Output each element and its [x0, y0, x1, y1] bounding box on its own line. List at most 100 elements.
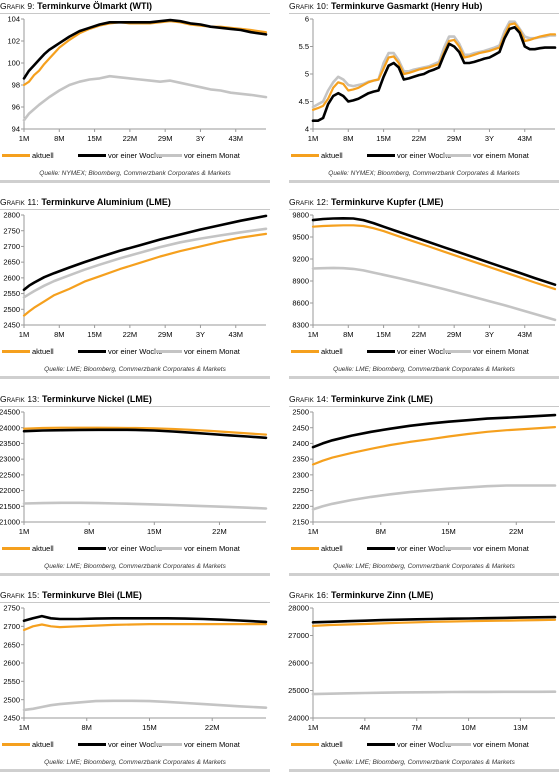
y-tick-label: 23500: [0, 439, 20, 448]
chart-title: Grafik 11: Terminkurve Aluminium (LME): [0, 196, 270, 210]
legend-swatch-vor-einem-monat: [154, 350, 182, 353]
x-tick-label: 3Y: [485, 134, 494, 143]
chart-svg: 2150 2200 2250 2300 2350 2400 2450 2500 1M 8M 15M 2…: [292, 408, 557, 536]
series-line-vor-einem-monat: [22, 74, 268, 122]
legend-swatch-vor-einem-monat: [154, 743, 182, 746]
source-note: Quelle: LME; Bloomberg, Commerzbank Corp…: [333, 759, 515, 766]
series-line-vor-einem-monat: [311, 484, 557, 511]
legend-swatch-vor-einer-woche: [367, 350, 395, 353]
series-line-vor-einer-woche: [22, 614, 268, 624]
legend-swatch-vor-einem-monat: [154, 547, 182, 550]
x-tick-label: 3Y: [196, 134, 205, 143]
y-tick-label: 102: [7, 37, 20, 46]
series-line-vor-einem-monat: [311, 20, 557, 109]
series-line-aktuell: [311, 425, 557, 466]
chart-title: Grafik 13: Terminkurve Nickel (LME): [0, 393, 270, 407]
y-tick-label: 2700: [3, 622, 20, 631]
series-line-aktuell: [22, 622, 268, 632]
y-tick-label: 2800: [3, 211, 20, 220]
y-tick-label: 4.5: [299, 97, 309, 106]
y-tick-label: 8900: [292, 277, 309, 286]
y-tick-label: 2450: [292, 423, 309, 432]
x-tick-label: 8M: [84, 527, 94, 536]
y-tick-label: 2500: [3, 695, 20, 704]
y-tick-label: 2600: [3, 659, 20, 668]
y-tick-label: 27000: [288, 631, 309, 640]
legend-swatch-vor-einem-monat: [443, 350, 471, 353]
x-tick-label: 15M: [87, 330, 102, 339]
x-tick-label: 1M: [19, 723, 29, 732]
series-line-aktuell: [22, 20, 268, 87]
legend-swatch-vor-einer-woche: [78, 154, 106, 157]
y-tick-label: 96: [12, 103, 20, 112]
y-tick-label: 2500: [3, 305, 20, 314]
y-tick-label: 8300: [292, 321, 309, 330]
y-tick-label: 24000: [288, 714, 309, 723]
legend-swatch-aktuell: [2, 350, 30, 353]
series-line-vor-einer-woche: [311, 216, 557, 286]
y-tick-label: 2200: [292, 502, 309, 511]
legend-swatch-vor-einer-woche: [367, 154, 395, 157]
y-tick-label: 28000: [288, 604, 309, 613]
x-tick-label: 43M: [517, 134, 532, 143]
y-tick-label: 2550: [3, 289, 20, 298]
x-tick-label: 43M: [517, 330, 532, 339]
source-note: Quelle: LME; Bloomberg, Commerzbank Corp…: [44, 759, 226, 766]
legend-label-aktuell: aktuell: [32, 740, 54, 749]
y-tick-label: 24000: [0, 423, 20, 432]
y-tick-label: 2450: [3, 321, 20, 330]
title-divider: [0, 13, 270, 14]
chart-svg: 2450 2500 2550 2600 2650 2700 2750 1M 8M 15M 22M: [3, 604, 268, 732]
x-tick-label: 3Y: [196, 330, 205, 339]
y-tick-label: 21000: [0, 518, 20, 527]
legend-label-vor-einer-woche: vor einer Woche: [397, 151, 452, 160]
y-tick-label: 9500: [292, 233, 309, 242]
legend-label-aktuell: aktuell: [32, 347, 54, 356]
chart-title-prefix: Grafik 13:: [0, 394, 40, 404]
series-line-vor-einem-monat: [311, 690, 557, 696]
x-tick-label: 29M: [158, 134, 173, 143]
chart-title-prefix: Grafik 15:: [0, 590, 40, 600]
x-tick-label: 1M: [19, 134, 29, 143]
x-tick-label: 3Y: [485, 330, 494, 339]
chart-svg: 21000 21500 22000 22500 23000 23500 24000 24500…: [0, 408, 268, 536]
legend-label-vor-einem-monat: vor einem Monat: [184, 151, 240, 160]
chart-title-main: Terminkurve Gasmarkt (Henry Hub): [330, 1, 483, 11]
legend-swatch-vor-einer-woche: [367, 743, 395, 746]
x-tick-label: 22M: [212, 527, 227, 536]
source-note: Quelle: LME; Bloomberg, Commerzbank Corp…: [44, 366, 226, 373]
y-tick-label: 2250: [292, 486, 309, 495]
legend-swatch-vor-einer-woche: [367, 547, 395, 550]
series-line-vor-einer-woche: [311, 413, 557, 449]
chart-svg: 2450 2500 2550 2600 2650 2700 2750 2800 1M 8M 15M 2…: [3, 211, 268, 339]
chart-title: Grafik 12: Terminkurve Kupfer (LME): [289, 196, 559, 210]
legend-swatch-aktuell: [291, 154, 319, 157]
series-line-vor-einer-woche: [311, 25, 557, 122]
legend-swatch-vor-einer-woche: [78, 547, 106, 550]
x-tick-label: 1M: [19, 330, 29, 339]
x-tick-label: 1M: [308, 527, 318, 536]
x-tick-label: 4M: [360, 723, 370, 732]
x-tick-label: 22M: [412, 330, 427, 339]
y-tick-label: 23000: [0, 455, 20, 464]
source-divider: [0, 573, 270, 576]
source-note: Quelle: LME; Bloomberg, Commerzbank Corp…: [333, 366, 515, 373]
y-tick-label: 9200: [292, 255, 309, 264]
x-tick-label: 8M: [376, 527, 386, 536]
chart-svg: 24000 25000 26000 27000 28000 1M 4M 7M 10M 13M: [288, 604, 557, 732]
title-divider: [0, 406, 270, 407]
y-tick-label: 98: [12, 81, 20, 90]
source-note: Quelle: LME; Bloomberg, Commerzbank Corp…: [44, 563, 226, 570]
y-tick-label: 9800: [292, 211, 309, 220]
legend-label-aktuell: aktuell: [321, 740, 343, 749]
legend-label-vor-einem-monat: vor einem Monat: [184, 544, 240, 553]
legend-swatch-aktuell: [291, 547, 319, 550]
legend-label-aktuell: aktuell: [321, 347, 343, 356]
chart-title-main: Terminkurve Zink (LME): [330, 394, 433, 404]
y-tick-label: 25000: [288, 686, 309, 695]
source-divider: [289, 180, 559, 183]
title-divider: [289, 406, 559, 407]
y-tick-label: 2650: [3, 640, 20, 649]
source-divider: [289, 573, 559, 576]
legend-swatch-vor-einem-monat: [443, 743, 471, 746]
